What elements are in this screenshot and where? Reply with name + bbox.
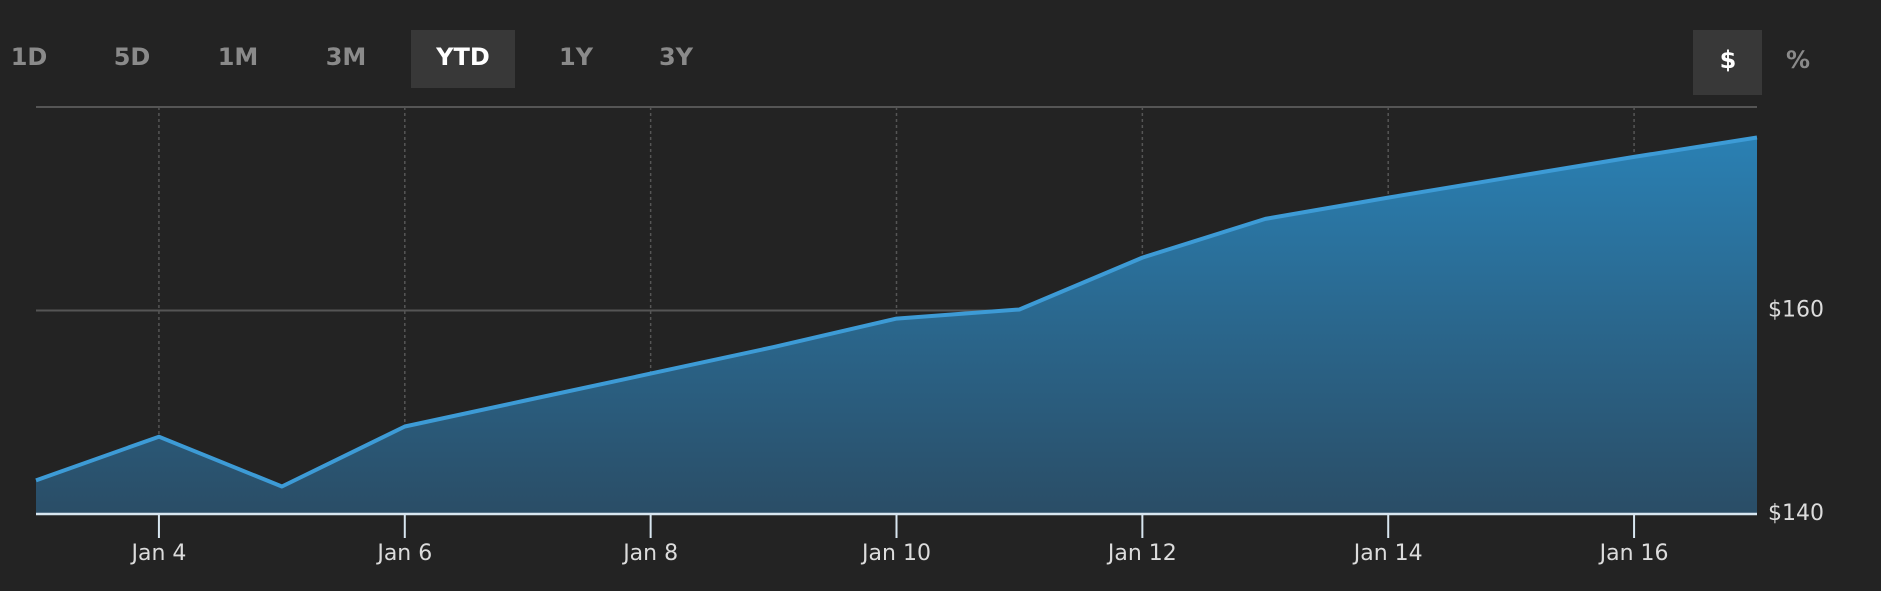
range-button-bg bbox=[411, 30, 515, 88]
unit-button-bg bbox=[1693, 30, 1762, 95]
toolbar: 1D 5D 1M 3M YTD 1Y 3Y $% bbox=[11, 30, 1810, 95]
range-button[interactable]: YTD bbox=[435, 43, 490, 71]
range-button[interactable]: 3Y bbox=[659, 43, 694, 71]
range-button[interactable]: 1M bbox=[218, 43, 259, 71]
plot: $140 $160 Jan 4 Jan 6 Jan 8 Jan 10 Jan 12 Jan 1… bbox=[35, 106, 1824, 566]
unit-button[interactable]: $ bbox=[1720, 46, 1737, 74]
unit-button[interactable]: % bbox=[1786, 46, 1810, 74]
range-button[interactable]: 1D bbox=[11, 43, 48, 71]
x-tick-label: Jan 12 bbox=[1106, 541, 1177, 566]
x-tick-label: Jan 4 bbox=[129, 541, 186, 566]
x-tick-label: Jan 6 bbox=[375, 541, 432, 566]
range-button[interactable]: 1Y bbox=[559, 43, 594, 71]
area bbox=[36, 137, 1757, 514]
x-tick-label: Jan 10 bbox=[860, 541, 931, 566]
line bbox=[35, 135, 1758, 489]
x-tick-label: Jan 14 bbox=[1352, 541, 1423, 566]
y-tick-label: $160 bbox=[1768, 298, 1824, 323]
x-tick-label: Jan 8 bbox=[621, 541, 678, 566]
y-tick-label: $140 bbox=[1768, 501, 1824, 526]
range-button[interactable]: 3M bbox=[326, 43, 367, 71]
range-button[interactable]: 5D bbox=[114, 43, 151, 71]
x-tick-label: Jan 16 bbox=[1598, 541, 1669, 566]
